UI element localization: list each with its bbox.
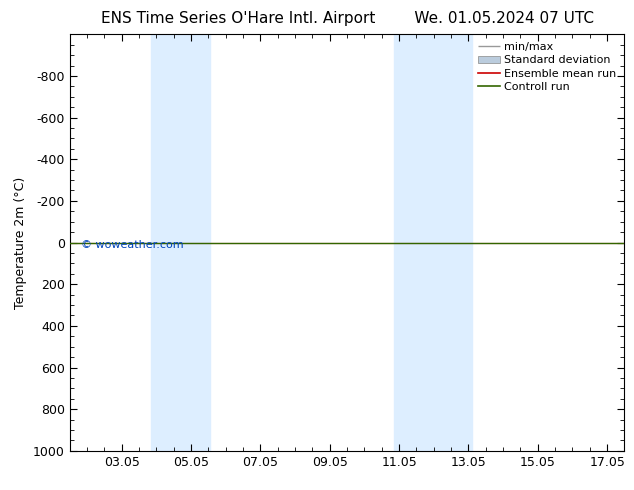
- Bar: [152, 34, 176, 451]
- Bar: [420, 34, 472, 451]
- Bar: [176, 34, 210, 451]
- Text: © woweather.com: © woweather.com: [81, 240, 183, 249]
- Title: ENS Time Series O'Hare Intl. Airport        We. 01.05.2024 07 UTC: ENS Time Series O'Hare Intl. Airport We.…: [101, 11, 593, 26]
- Bar: [394, 34, 420, 451]
- Legend: min/max, Standard deviation, Ensemble mean run, Controll run: min/max, Standard deviation, Ensemble me…: [476, 40, 619, 94]
- Y-axis label: Temperature 2m (°C): Temperature 2m (°C): [15, 176, 27, 309]
